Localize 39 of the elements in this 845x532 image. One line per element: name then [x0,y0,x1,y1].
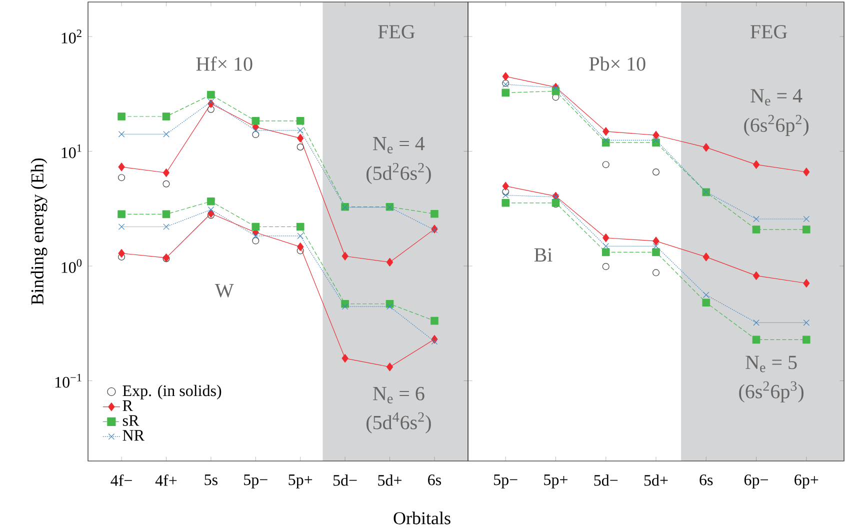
x-tick-label: 4f+ [155,474,177,486]
y-tick-label: 10$^{0}$ [62,259,82,273]
annotation: Bi [534,248,552,262]
x-tick-label: 5d+ [378,474,402,486]
x-tick-label: 5s [204,474,218,486]
x-tick-label: 6p+ [794,474,818,489]
x-tick-label: 5p+ [288,474,312,488]
annotation: W [214,284,234,298]
x-tick-label: 6s [700,474,713,486]
annotation: (5d$^{4}$6s$^{2}$) [366,412,431,434]
legend-label: sR [122,415,140,426]
x-axis-title: Orbitals [394,512,450,524]
y-axis-title: Binding energy (Eh) [30,158,48,305]
annotation: FEG [378,25,415,38]
x-tick-label: 5d− [333,474,357,486]
annotation: N$_{e}$ = 4 [373,136,425,154]
annotation: N$_{e}$ = 4 [750,89,802,106]
legend-label: NR [122,430,144,441]
annotation: Hf× 10 [196,56,252,71]
x-tick-label: 5d+ [644,474,668,486]
annotation: FEG [750,25,788,38]
y-tick-label: 10$^{−1}$ [55,374,82,388]
annotation: (5d$^{2}$6s$^{2}$) [366,163,431,184]
annotation: (6s$^{2}$6p$^{3}$) [739,381,804,402]
legend-label: Exp. (in solids) [122,384,222,400]
x-tick-label: 5p− [494,474,518,488]
y-tick-label: 10$^{2}$ [62,30,82,44]
annotation: N$_{e}$ = 6 [373,386,424,404]
x-tick-label: 6p− [744,474,768,489]
x-tick-label: 5p− [244,474,268,488]
legend-label: R [122,400,133,411]
x-tick-label: 5d− [594,474,618,486]
y-tick-label: 10$^{1}$ [62,144,82,158]
annotation: (6s$^{2}$6p$^{2}$) [744,114,808,136]
annotation: Pb× 10 [589,56,646,71]
annotation: N$_{e}$ = 5 [746,356,797,372]
x-tick-label: 4f− [110,474,132,486]
x-tick-label: 6s [428,474,442,486]
x-tick-label: 5p+ [544,474,568,488]
